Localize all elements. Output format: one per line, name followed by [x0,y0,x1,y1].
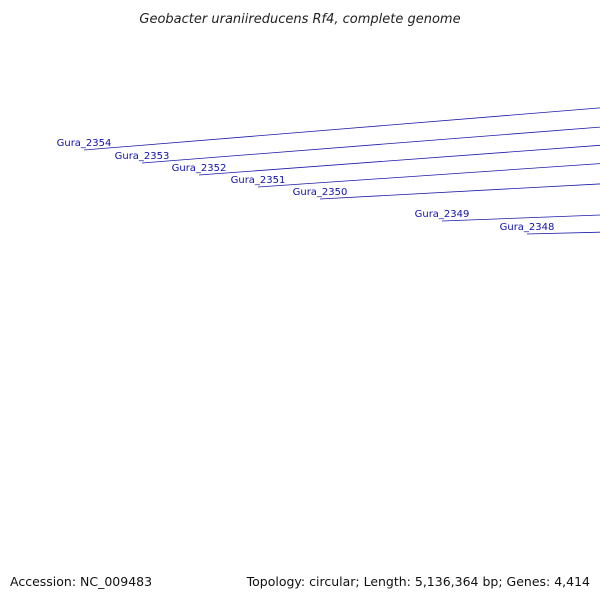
gene-leader-line [83,107,600,151]
gene-label: Gura_2348 [500,222,555,233]
gene-label: Gura_2349 [415,209,470,220]
gene-leader-line [526,231,600,235]
gene-label: Gura_2350 [293,187,348,198]
gene-label: Gura_2354 [57,138,112,149]
gene-label: Gura_2352 [172,163,227,174]
gene-label: Gura_2353 [115,151,170,162]
genome-summary-text: Topology: circular; Length: 5,136,364 bp… [246,574,590,589]
accession-text: Accession: NC_009483 [10,574,152,589]
gene-label: Gura_2351 [231,175,286,186]
gene-leader-line [441,214,600,222]
gene-leader-line [257,163,600,188]
map-title: Geobacter uraniireducens Rf4, complete g… [139,12,460,27]
